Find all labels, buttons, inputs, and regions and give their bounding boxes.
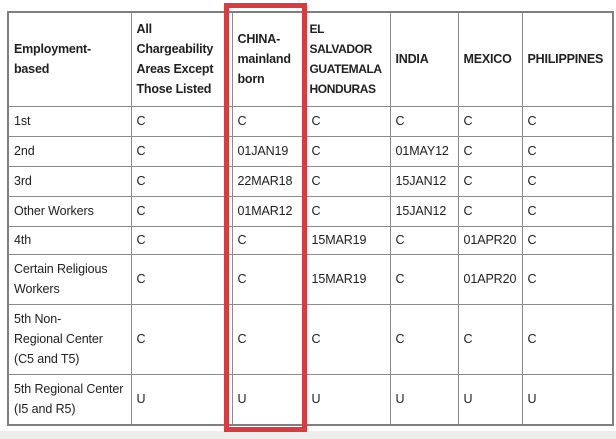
value-cell: C (231, 225, 307, 255)
value-cell: 15MAR19 (305, 253, 391, 305)
value-cell: C (521, 135, 614, 167)
value-cell: C (305, 135, 391, 167)
value-cell: 01APR20 (457, 225, 523, 255)
table-row-3rd: 3rd C 22MAR18 C 15JAN12 C C (7, 165, 614, 197)
header-row: Employment- based All Chargeability Area… (7, 11, 614, 107)
value-cell: U (389, 373, 459, 426)
row-header-5th-non-regional-center: 5th Non- Regional Center (C5 and T5) (7, 303, 132, 375)
value-cell: 01APR20 (457, 253, 523, 305)
value-cell: C (130, 165, 233, 197)
value-cell: C (521, 253, 614, 305)
value-cell: C (305, 165, 391, 197)
table-row-certain-religious-workers: Certain Religious Workers C C 15MAR19 C … (7, 253, 614, 305)
row-header-other-workers: Other Workers (7, 195, 132, 227)
column-header-india: INDIA (389, 11, 459, 107)
value-cell: C (130, 225, 233, 255)
table-row-1st: 1st C C C C C C (7, 105, 614, 137)
value-cell: C (457, 195, 523, 227)
column-header-el-salvador-guatemala-honduras: EL SALVADOR GUATEMALA HONDURAS (305, 11, 391, 107)
value-cell: C (521, 165, 614, 197)
value-cell: C (305, 195, 391, 227)
value-cell: C (305, 105, 391, 137)
table-row-4th: 4th C C 15MAR19 C 01APR20 C (7, 225, 614, 255)
page-bottom-strip (0, 431, 616, 439)
value-cell: 01MAY12 (389, 135, 459, 167)
value-cell: C (389, 105, 459, 137)
column-header-china-mainland-born: CHINA- mainland born (231, 11, 307, 107)
row-header-1st: 1st (7, 105, 132, 137)
value-cell: C (130, 253, 233, 305)
column-header-philippines: PHILIPPINES (521, 11, 614, 107)
value-cell: C (130, 195, 233, 227)
table-row-2nd: 2nd C 01JAN19 C 01MAY12 C C (7, 135, 614, 167)
value-cell: C (389, 225, 459, 255)
column-header-all-chargeability-areas: All Chargeability Areas Except Those Lis… (130, 11, 233, 107)
value-cell: C (305, 303, 391, 375)
value-cell: C (521, 303, 614, 375)
table-row-5th-non-regional-center: 5th Non- Regional Center (C5 and T5) C C… (7, 303, 614, 375)
value-cell: 22MAR18 (231, 165, 307, 197)
value-cell: C (457, 135, 523, 167)
value-cell: 01MAR12 (231, 195, 307, 227)
value-cell: C (521, 225, 614, 255)
row-header-2nd: 2nd (7, 135, 132, 167)
value-cell: C (457, 165, 523, 197)
value-cell: C (521, 105, 614, 137)
value-cell: U (457, 373, 523, 426)
value-cell: 15MAR19 (305, 225, 391, 255)
row-header-3rd: 3rd (7, 165, 132, 197)
value-cell: C (389, 253, 459, 305)
value-cell: C (521, 195, 614, 227)
row-header-certain-religious-workers: Certain Religious Workers (7, 253, 132, 305)
value-cell: C (231, 105, 307, 137)
value-cell: 15JAN12 (389, 165, 459, 197)
row-header-4th: 4th (7, 225, 132, 255)
value-cell: U (231, 373, 307, 426)
table-row-other-workers: Other Workers C 01MAR12 C 15JAN12 C C (7, 195, 614, 227)
value-cell: C (130, 135, 233, 167)
employment-based-final-action-dates-table: Employment- based All Chargeability Area… (7, 11, 614, 426)
value-cell: C (457, 303, 523, 375)
row-header-5th-regional-center: 5th Regional Center (I5 and R5) (7, 373, 132, 426)
value-cell: C (389, 303, 459, 375)
column-header-employment-based: Employment- based (7, 11, 132, 107)
value-cell: 15JAN12 (389, 195, 459, 227)
value-cell: C (130, 105, 233, 137)
value-cell: C (457, 105, 523, 137)
value-cell: U (130, 373, 233, 426)
value-cell: C (130, 303, 233, 375)
value-cell: U (521, 373, 614, 426)
value-cell: C (231, 253, 307, 305)
value-cell: C (231, 303, 307, 375)
value-cell: 01JAN19 (231, 135, 307, 167)
column-header-mexico: MEXICO (457, 11, 523, 107)
table-row-5th-regional-center: 5th Regional Center (I5 and R5) U U U U … (7, 373, 614, 426)
value-cell: U (305, 373, 391, 426)
